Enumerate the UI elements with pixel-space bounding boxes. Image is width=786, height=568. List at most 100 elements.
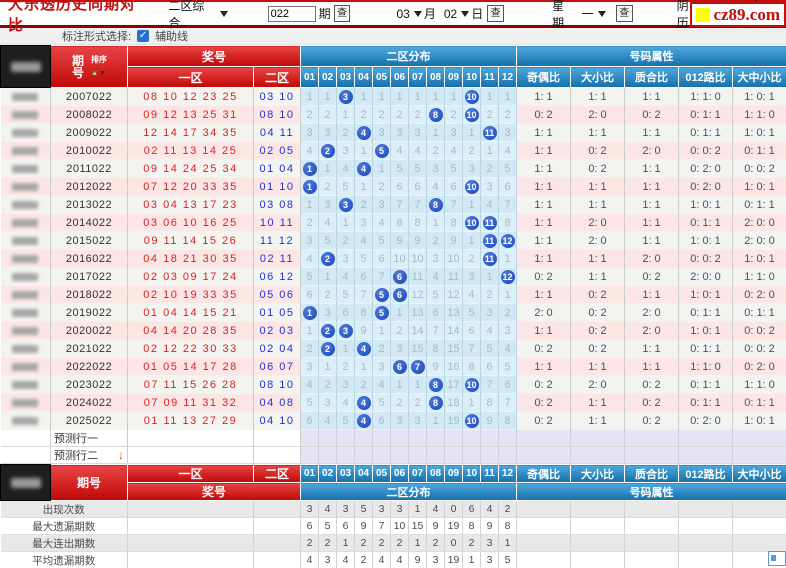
prediction-attr-cell[interactable] <box>732 429 786 447</box>
zone-select-value: 二区综合 <box>168 0 205 30</box>
dist-cell: 7 <box>480 375 500 394</box>
ad-thumbnail <box>0 357 51 376</box>
dist-cell: 4 <box>318 213 338 232</box>
ball: 12 <box>500 233 515 248</box>
prediction-dist-cell[interactable] <box>408 429 428 447</box>
prediction-dist-cell[interactable] <box>300 446 320 464</box>
aux-line-checkbox[interactable]: ✓ <box>137 30 150 42</box>
prediction-dist-cell[interactable] <box>480 429 500 447</box>
dist-cell: 8 <box>426 375 446 394</box>
dist-cell: 11 <box>480 123 500 142</box>
prediction-attr-cell[interactable] <box>732 446 786 464</box>
attr-cell: 1: 1: 0 <box>732 375 786 394</box>
prediction-dist-cell[interactable] <box>390 446 410 464</box>
attr-cell: 2: 0 <box>570 375 626 394</box>
zone2-header: 二区 <box>252 66 302 88</box>
prediction-attr-cell[interactable] <box>624 446 680 464</box>
stat-value: 2 <box>318 534 337 552</box>
attr-cell: 0: 0: 2 <box>732 159 786 178</box>
prediction-dist-cell[interactable] <box>444 446 464 464</box>
front-numbers[interactable] <box>127 446 254 464</box>
prediction-dist-cell[interactable] <box>300 429 320 447</box>
dist-cell: 4 <box>480 195 500 214</box>
prediction-dist-cell[interactable] <box>480 446 500 464</box>
prediction-dist-cell[interactable] <box>390 429 410 447</box>
stat-value: 1 <box>462 551 481 568</box>
dist-cell: 3 <box>336 87 356 106</box>
stat-attr-empty <box>516 500 571 518</box>
prediction-attr-cell[interactable] <box>624 429 680 447</box>
sort-up-icon[interactable]: ▲ <box>91 70 99 77</box>
prediction-attr-cell[interactable] <box>570 446 626 464</box>
blurred-thumb <box>12 344 39 353</box>
sort-down-icon[interactable]: ▼ <box>99 70 107 77</box>
attr-col-header: 质合比 <box>624 66 680 88</box>
floating-widget[interactable] <box>768 551 786 566</box>
query-button-week[interactable]: 查 <box>615 5 633 22</box>
back-numbers[interactable] <box>253 429 302 447</box>
dist-cell: 1 <box>408 375 428 394</box>
attr-cell: 1: 1 <box>516 285 572 304</box>
prediction-attr-cell[interactable] <box>516 446 572 464</box>
prediction-dist-cell[interactable] <box>444 429 464 447</box>
prediction-dist-cell[interactable] <box>336 446 356 464</box>
sort-control[interactable]: 排序 ▲▼ <box>91 55 107 78</box>
front-numbers[interactable] <box>127 429 254 447</box>
attr-cell: 1: 1 <box>516 249 572 268</box>
query-button-issue[interactable]: 查 <box>333 5 351 22</box>
prediction-dist-cell[interactable] <box>354 446 374 464</box>
prediction-dist-cell[interactable] <box>426 429 446 447</box>
prediction-dist-cell[interactable] <box>372 429 392 447</box>
back-numbers: 02 11 <box>253 249 302 268</box>
back-numbers[interactable] <box>253 446 302 464</box>
dist-col-header: 10 <box>462 464 481 483</box>
prediction-attr-cell[interactable] <box>516 429 572 447</box>
stat-value: 9 <box>480 517 499 535</box>
site-logo[interactable]: cz89.com <box>690 2 786 27</box>
prediction-dist-cell[interactable] <box>498 446 518 464</box>
issue-input[interactable] <box>267 5 316 22</box>
dist-cell: 5 <box>372 303 392 322</box>
table-row: 2023022 07 11 15 26 28 08 10 4 2 3 2 4 1 1 8 17 10 7 6… <box>0 375 786 394</box>
blurred-thumb <box>12 254 39 263</box>
week-select[interactable]: 一 <box>582 5 606 22</box>
prediction-attr-cell[interactable] <box>570 429 626 447</box>
prediction-dist-cell[interactable] <box>462 446 482 464</box>
prediction-attr-cell[interactable] <box>678 429 734 447</box>
blurred-thumb <box>12 398 39 407</box>
attr-cell: 1: 0: 1 <box>732 411 786 430</box>
zone-select[interactable]: 二区综合 <box>168 0 228 31</box>
day-select[interactable]: 02 <box>444 6 470 21</box>
attr-cell: 1: 1 <box>570 195 626 214</box>
prediction-dist-cell[interactable] <box>462 429 482 447</box>
dist-cell: 4 <box>300 141 320 160</box>
dist-cell: 2 <box>318 105 338 124</box>
dist-cell: 3 <box>336 195 356 214</box>
dist-cell: 8 <box>426 339 446 358</box>
query-button-date[interactable]: 查 <box>487 5 505 22</box>
month-select[interactable]: 03 <box>396 6 422 21</box>
prediction-dist-cell[interactable] <box>336 429 356 447</box>
stat-attr-empty <box>570 534 625 552</box>
attr-cell: 1: 1 <box>516 123 572 142</box>
dist-col-header: 09 <box>444 464 463 483</box>
prediction-dist-cell[interactable] <box>408 446 428 464</box>
ball: 3 <box>338 323 353 338</box>
dist-cell: 7 <box>498 195 518 214</box>
dist-cell: 6 <box>300 285 320 304</box>
stat-attr-empty <box>570 551 625 568</box>
prediction-dist-cell[interactable] <box>426 446 446 464</box>
prediction-dist-cell[interactable] <box>354 429 374 447</box>
insert-row-arrow-icon[interactable]: ↓ <box>118 448 124 462</box>
stat-value: 9 <box>426 517 445 535</box>
back-numbers: 01 04 <box>253 159 302 178</box>
dist-cell: 4 <box>462 285 482 304</box>
dist-cell: 5 <box>300 267 320 286</box>
stat-label: 出现次数 <box>0 500 128 518</box>
prediction-dist-cell[interactable] <box>318 429 338 447</box>
dist-cell: 7 <box>354 285 374 304</box>
prediction-dist-cell[interactable] <box>498 429 518 447</box>
prediction-dist-cell[interactable] <box>372 446 392 464</box>
prediction-attr-cell[interactable] <box>678 446 734 464</box>
prediction-dist-cell[interactable] <box>318 446 338 464</box>
